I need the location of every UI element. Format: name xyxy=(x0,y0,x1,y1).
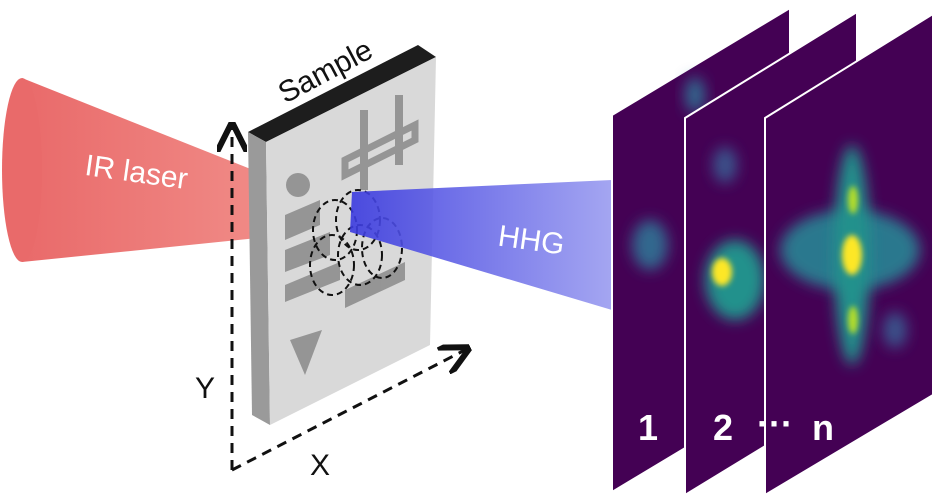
hhg-beam xyxy=(350,180,612,310)
frame-number: n xyxy=(812,407,834,448)
ir-beam xyxy=(2,78,258,262)
frame-number: 2 xyxy=(713,407,733,448)
ellipsis: ··· xyxy=(757,403,793,444)
frame-number: 1 xyxy=(638,407,658,448)
y-axis-label: Y xyxy=(195,372,215,405)
x-axis xyxy=(231,350,465,472)
x-axis-label: X xyxy=(310,449,330,482)
sample-plate xyxy=(248,45,436,425)
frame-3 xyxy=(764,12,933,497)
